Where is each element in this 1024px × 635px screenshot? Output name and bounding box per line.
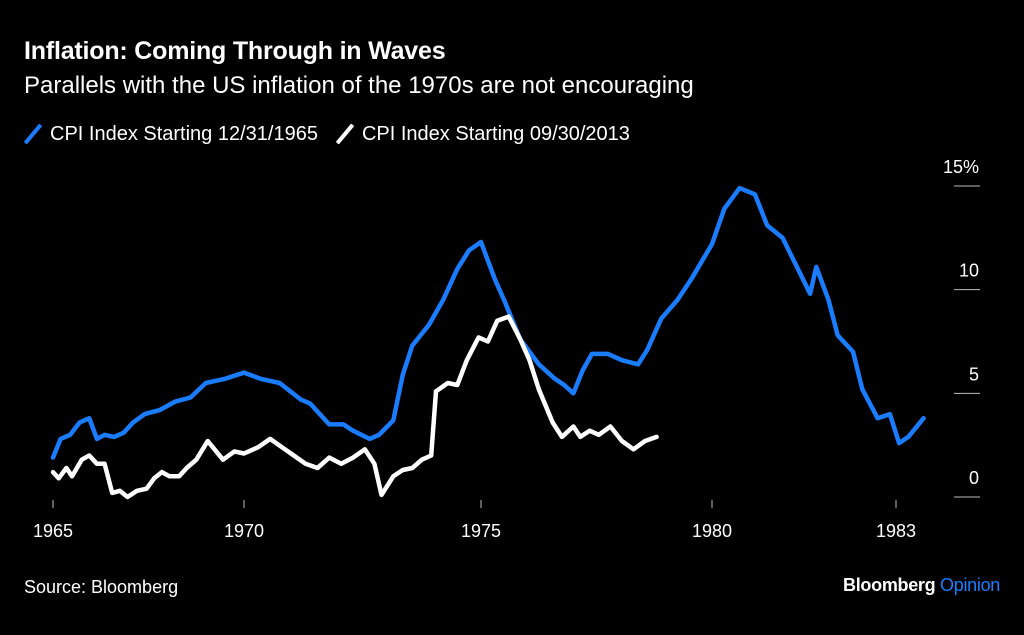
y-tick-label: 5 — [969, 364, 979, 384]
x-tick-label: 1980 — [692, 521, 732, 541]
chart-title: Inflation: Coming Through in Waves — [24, 37, 446, 65]
x-tick-label: 1970 — [224, 521, 264, 541]
legend-item-series-1: CPI Index Starting 12/31/1965 — [24, 122, 318, 146]
y-tick-label: 15% — [943, 157, 979, 177]
series-line-1 — [50, 185, 926, 460]
series-line-2 — [50, 314, 659, 500]
x-tick-label: 1983 — [876, 521, 916, 541]
y-tick-label: 10 — [959, 261, 979, 281]
source-note: Source: Bloomberg — [24, 577, 179, 597]
brand-logo: Bloomberg Opinion — [843, 575, 1000, 596]
legend-label-series-1: CPI Index Starting 12/31/1965 — [50, 122, 318, 145]
brand-accent: Opinion — [940, 575, 1000, 595]
y-tick-label: 0 — [969, 468, 979, 488]
legend: CPI Index Starting 12/31/1965 CPI Index … — [24, 122, 648, 146]
chart-subtitle: Parallels with the US inflation of the 1… — [24, 72, 694, 99]
legend-item-series-2: CPI Index Starting 09/30/2013 — [336, 122, 630, 146]
x-tick-label: 1975 — [461, 521, 501, 541]
x-tick-label: 1965 — [33, 521, 73, 541]
legend-label-series-2: CPI Index Starting 09/30/2013 — [361, 122, 630, 145]
brand-main: Bloomberg — [843, 575, 936, 595]
